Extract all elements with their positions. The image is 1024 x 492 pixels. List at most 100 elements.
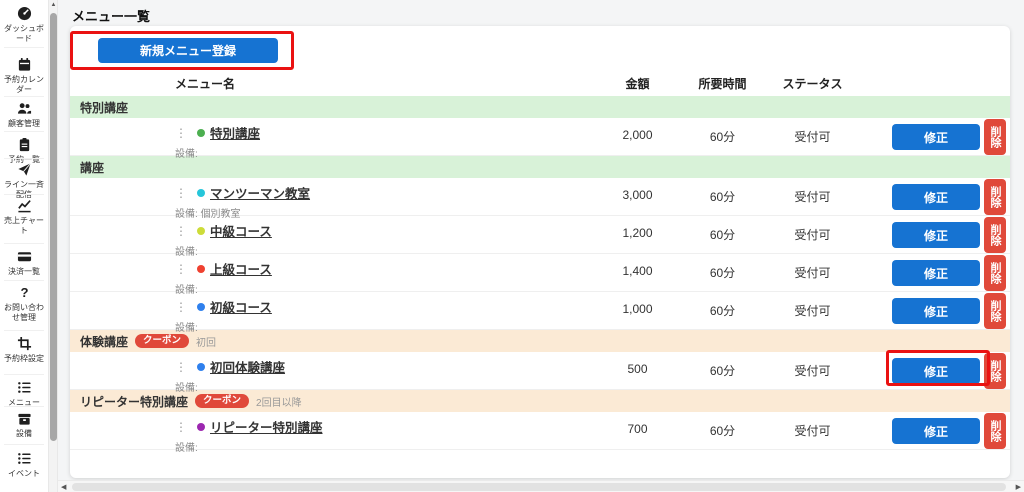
- menu-name-link[interactable]: マンツーマン教室: [210, 187, 311, 201]
- delete-button[interactable]: 削除: [984, 413, 1006, 449]
- duration-cell: 60分: [709, 364, 736, 378]
- menu-name-link[interactable]: リピーター特別講座: [210, 421, 323, 435]
- sidebar-item-customers[interactable]: 顧客管理: [0, 100, 48, 129]
- equipment-line: 設備: 個別教室: [175, 209, 241, 220]
- section-title: 特別講座: [80, 100, 129, 115]
- customers-icon: [17, 100, 32, 117]
- header-duration: 所要時間: [698, 77, 747, 91]
- drag-handle-icon[interactable]: ⋮: [175, 125, 187, 140]
- vertical-scrollbar[interactable]: ▲: [48, 0, 58, 492]
- scroll-right-arrow-icon[interactable]: ▶: [1015, 484, 1021, 491]
- table-row: ⋮ リピーター特別講座 設備: 700 60分 受付可 修正 削除: [70, 412, 1010, 454]
- category-color-dot: [197, 264, 205, 273]
- delete-button[interactable]: 削除: [984, 217, 1006, 253]
- delete-button[interactable]: 削除: [984, 293, 1006, 329]
- send-icon: [17, 161, 32, 178]
- category-color-dot: [197, 362, 205, 371]
- equipment-line: 設備:: [175, 323, 198, 334]
- delete-button[interactable]: 削除: [984, 353, 1006, 389]
- duration-cell: 60分: [709, 228, 736, 242]
- sidebar-item-label: 予約枠設定: [4, 354, 44, 363]
- menu-name-link[interactable]: 特別講座: [210, 127, 261, 141]
- edit-button[interactable]: 修正: [892, 358, 980, 384]
- amount-cell: 700: [627, 422, 648, 436]
- crop-icon: [17, 335, 32, 352]
- sidebar-item-calendar[interactable]: 予約カレンダー: [0, 56, 48, 96]
- menu-name-link[interactable]: 上級コース: [210, 263, 272, 277]
- horizontal-scrollbar[interactable]: ◀ ▶: [58, 480, 1024, 492]
- amount-cell: 2,000: [622, 128, 653, 142]
- scroll-left-arrow-icon[interactable]: ◀: [61, 484, 67, 491]
- table-row: ⋮ 初回体験講座 設備: 500 60分 受付可 修正 削除: [70, 350, 1010, 394]
- duration-cell: 60分: [709, 190, 736, 204]
- sidebar-item-label: 売上チャート: [4, 216, 44, 236]
- edit-button[interactable]: 修正: [892, 124, 980, 150]
- sidebar-item-payments[interactable]: 決済一覧: [0, 248, 48, 277]
- edit-button[interactable]: 修正: [892, 298, 980, 324]
- sidebar-item-label: ダッシュボード: [4, 24, 44, 44]
- coupon-badge: クーポン: [195, 394, 250, 408]
- sidebar-item-inquiries[interactable]: ? お問い合わせ管理: [0, 284, 48, 324]
- sidebar-item-menu[interactable]: メニュー: [0, 379, 48, 408]
- table-row: ⋮ 特別講座 設備: 2,000 60分 受付可 修正 削除: [70, 118, 1010, 160]
- edit-button[interactable]: 修正: [892, 260, 980, 286]
- scroll-up-arrow-icon[interactable]: ▲: [50, 2, 57, 8]
- sidebar-item-dashboard[interactable]: ダッシュボード: [0, 5, 48, 45]
- section-header: 体験講座 クーポン 初回: [70, 330, 1010, 352]
- drag-handle-icon[interactable]: ⋮: [175, 359, 187, 374]
- amount-cell: 1,000: [622, 302, 653, 316]
- status-cell: 受付可: [794, 364, 831, 378]
- sidebar-item-label: 顧客管理: [8, 119, 40, 128]
- equipment-line: 設備:: [175, 443, 198, 454]
- drag-handle-icon[interactable]: ⋮: [175, 185, 187, 200]
- drag-handle-icon[interactable]: ⋮: [175, 261, 187, 276]
- sidebar-item-label: お問い合わせ管理: [4, 303, 44, 323]
- category-color-dot: [197, 188, 205, 197]
- svg-text:?: ?: [20, 285, 28, 300]
- drag-handle-icon[interactable]: ⋮: [175, 299, 187, 314]
- toolbox-icon: [17, 410, 32, 427]
- amount-cell: 3,000: [622, 188, 653, 202]
- header-amount: 金額: [625, 77, 650, 91]
- status-cell: 受付可: [794, 304, 831, 318]
- equipment-line: 設備:: [175, 285, 198, 296]
- amount-cell: 1,200: [622, 226, 653, 240]
- header-status: ステータス: [782, 77, 843, 91]
- table-row: ⋮ 中級コース 設備: 1,200 60分 受付可 修正 削除: [70, 216, 1010, 258]
- amount-cell: 1,400: [622, 264, 653, 278]
- equipment-line: 設備:: [175, 149, 198, 160]
- page-title: メニュー一覧: [72, 9, 151, 24]
- main-content: メニュー一覧 新規メニュー登録 メニュー名 金額 所要時間 ステータス 特別講座: [58, 0, 1024, 480]
- edit-button[interactable]: 修正: [892, 184, 980, 210]
- sidebar-item-slot-settings[interactable]: 予約枠設定: [0, 335, 48, 364]
- vertical-scrollbar-thumb[interactable]: [50, 13, 57, 441]
- horizontal-scrollbar-thumb[interactable]: [72, 483, 1006, 491]
- sidebar-item-events[interactable]: イベント: [0, 450, 48, 479]
- menu-name-link[interactable]: 初級コース: [210, 301, 272, 315]
- edit-button[interactable]: 修正: [892, 418, 980, 444]
- sidebar-item-reservations[interactable]: 予約一覧: [0, 136, 48, 165]
- section-title: 体験講座: [80, 334, 129, 349]
- drag-handle-icon[interactable]: ⋮: [175, 223, 187, 238]
- sidebar-item-equipment[interactable]: 設備: [0, 410, 48, 439]
- edit-button[interactable]: 修正: [892, 222, 980, 248]
- category-color-dot: [197, 226, 205, 235]
- duration-cell: 60分: [709, 130, 736, 144]
- sidebar-item-label: 決済一覧: [8, 267, 40, 276]
- menu-name-link[interactable]: 中級コース: [210, 225, 272, 239]
- drag-handle-icon[interactable]: ⋮: [175, 419, 187, 434]
- delete-button[interactable]: 削除: [984, 255, 1006, 291]
- section-title: 講座: [80, 160, 105, 175]
- table-row: ⋮ 上級コース 設備: 1,400 60分 受付可 修正 削除: [70, 254, 1010, 296]
- menu-name-link[interactable]: 初回体験講座: [210, 361, 286, 375]
- category-color-dot: [197, 422, 205, 431]
- sidebar-item-sales-chart[interactable]: 売上チャート: [0, 197, 48, 237]
- delete-button[interactable]: 削除: [984, 119, 1006, 155]
- sidebar-item-label: 予約一覧: [8, 155, 40, 164]
- category-color-dot: [197, 128, 205, 137]
- new-menu-button[interactable]: 新規メニュー登録: [98, 38, 278, 63]
- clipboard-icon: [17, 136, 32, 153]
- chart-icon: [17, 197, 32, 214]
- delete-button[interactable]: 削除: [984, 179, 1006, 215]
- status-cell: 受付可: [794, 424, 831, 438]
